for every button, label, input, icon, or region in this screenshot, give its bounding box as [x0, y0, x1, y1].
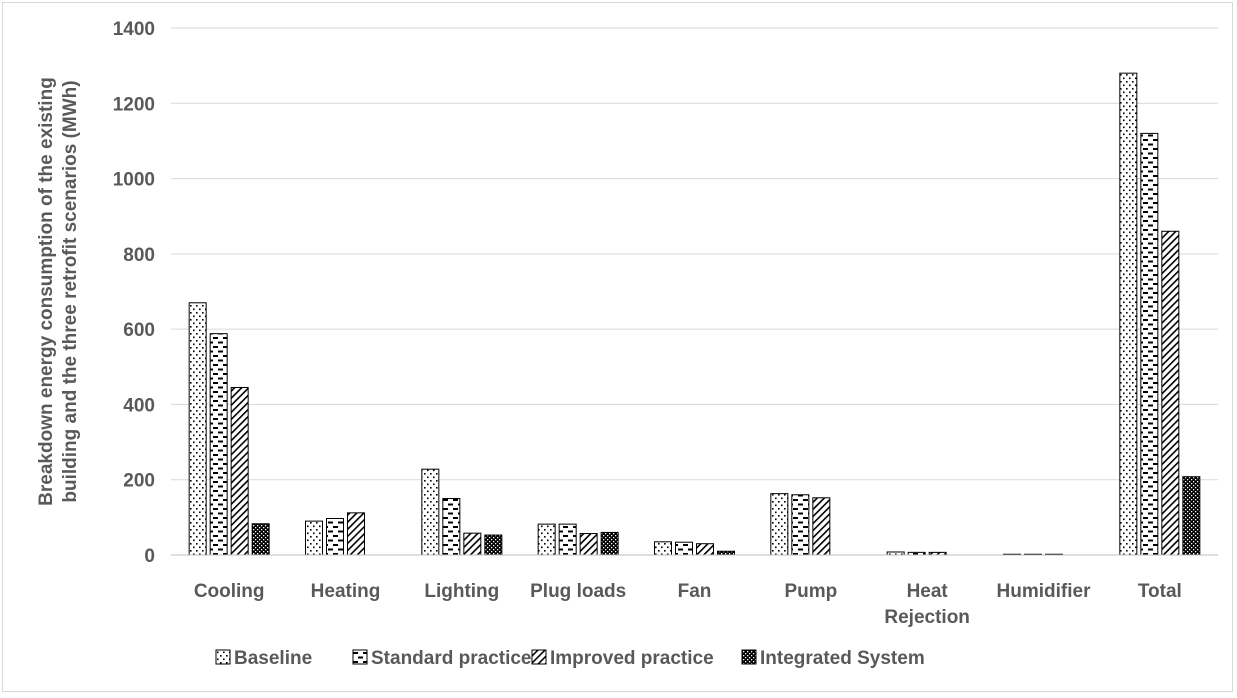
- legend-swatch-improved-practice: [531, 649, 547, 665]
- bar-integrated-system: [717, 550, 735, 556]
- bar-improved-practice: [230, 386, 249, 556]
- legend-swatch-standard-practice: [352, 649, 368, 665]
- y-axis-title-line: building and the three retrofit scenario…: [60, 80, 81, 502]
- bar-improved-practice: [579, 533, 598, 556]
- x-category-label: Heat: [907, 581, 949, 602]
- bar-baseline: [305, 520, 323, 556]
- bar-baseline: [421, 468, 440, 556]
- legend-label: Integrated System: [760, 648, 925, 669]
- y-tick-label: 1200: [113, 94, 155, 115]
- y-tick-label: 1400: [113, 19, 155, 40]
- bar-standard-practice: [558, 523, 577, 556]
- y-tick-label: 1000: [113, 170, 155, 191]
- x-category-label: Heating: [311, 581, 381, 602]
- bars: [188, 72, 1201, 556]
- y-tick-label: 400: [123, 395, 155, 416]
- x-category-label: Total: [1138, 581, 1182, 602]
- gridlines: [171, 27, 1218, 481]
- bar-integrated-system: [251, 523, 270, 556]
- bar-improved-practice: [812, 497, 831, 556]
- legend-swatch-baseline: [215, 649, 231, 665]
- bar-standard-practice: [675, 541, 693, 556]
- y-axis-title-line: Breakdown energy consumption of the exis…: [36, 77, 57, 506]
- legend-label: Standard practice: [371, 648, 532, 669]
- legend-label: Baseline: [234, 648, 312, 669]
- x-category-label: Fan: [678, 581, 712, 602]
- x-category-label: Rejection: [884, 607, 970, 628]
- bar-improved-practice: [1161, 230, 1180, 556]
- legend-swatch-integrated-system: [741, 649, 757, 665]
- y-tick-label: 200: [123, 471, 155, 492]
- x-category-label: Plug loads: [530, 581, 626, 602]
- axes: 0 200 400 600 800 1000 1200 1400 Breakdown energ…: [36, 19, 1218, 628]
- bar-standard-practice: [1140, 132, 1159, 556]
- y-tick-label: 600: [123, 320, 155, 341]
- y-tick-label: 800: [123, 245, 155, 266]
- bar-improved-practice: [347, 512, 365, 556]
- bar-baseline: [1119, 72, 1138, 556]
- bar-baseline: [537, 523, 556, 556]
- bar-improved-practice: [696, 543, 714, 556]
- bar-integrated-system: [1182, 476, 1201, 556]
- bar-standard-practice: [791, 494, 810, 556]
- bar-baseline: [770, 493, 789, 556]
- bar-baseline: [188, 302, 207, 556]
- y-tick-label: 0: [144, 546, 155, 567]
- bar-standard-practice: [209, 333, 228, 556]
- energy-breakdown-chart: 0 200 400 600 800 1000 1200 1400 Breakdown energ…: [36, 19, 1218, 669]
- bar-standard-practice: [442, 498, 461, 556]
- x-category-label: Lighting: [424, 581, 499, 602]
- legend: Baseline Standard practice Improved practi…: [215, 648, 925, 669]
- bar-standard-practice: [326, 517, 344, 556]
- bar-integrated-system: [484, 534, 503, 556]
- x-category-label: Cooling: [194, 581, 265, 602]
- bar-improved-practice: [463, 532, 482, 556]
- x-category-label: Humidifier: [997, 581, 1092, 602]
- bar-integrated-system: [600, 531, 619, 556]
- bar-baseline: [654, 541, 672, 556]
- x-category-label: Pump: [784, 581, 837, 602]
- legend-label: Improved practice: [550, 648, 714, 669]
